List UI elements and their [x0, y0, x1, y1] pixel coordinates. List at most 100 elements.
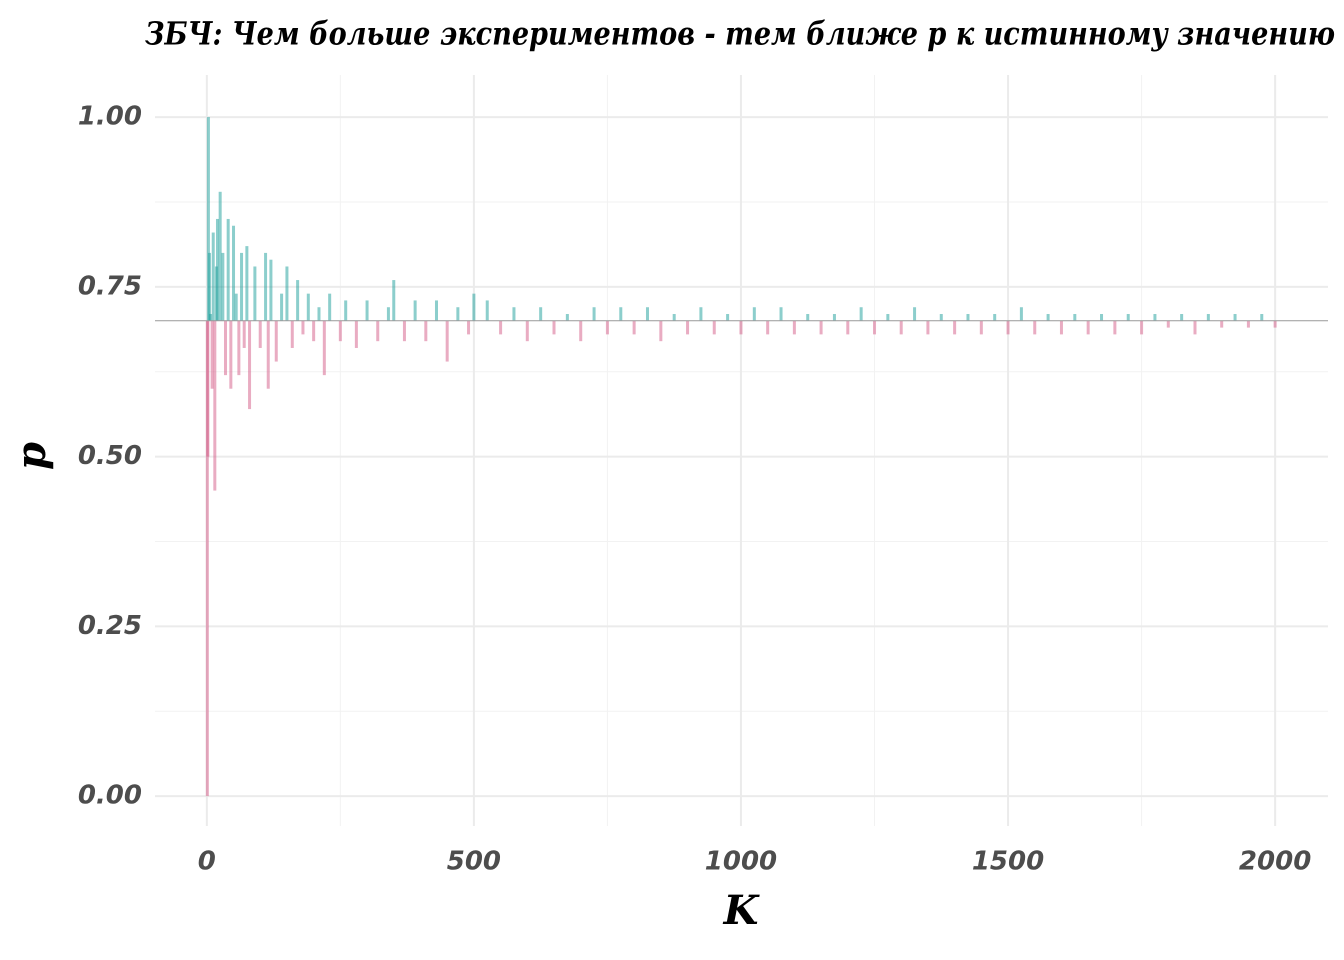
bar [376, 320, 380, 342]
bar [221, 252, 225, 321]
bar [1059, 320, 1063, 335]
bar [1073, 314, 1077, 321]
bar [301, 320, 305, 335]
bar [240, 252, 244, 321]
bar [1126, 314, 1130, 321]
x-tick-label: 1000 [705, 847, 777, 877]
bar [1046, 314, 1050, 321]
bar [953, 320, 957, 335]
bar [686, 320, 690, 335]
bar [766, 320, 770, 335]
bar [979, 320, 983, 335]
bar [659, 320, 663, 342]
bar [739, 320, 743, 335]
bar [966, 314, 970, 321]
bar [229, 320, 233, 389]
bar [211, 232, 215, 321]
bar [1273, 320, 1277, 328]
bar [386, 307, 390, 321]
x-tick-label: 0 [198, 847, 216, 877]
bar [579, 320, 583, 342]
bar [306, 293, 310, 321]
bar [592, 307, 596, 321]
bar [926, 320, 930, 335]
bar [213, 320, 217, 491]
bar [645, 307, 649, 321]
x-axis-label: K [723, 887, 761, 934]
x-tick-label: 500 [447, 847, 501, 877]
bar [206, 117, 210, 321]
bar [266, 320, 270, 389]
bar [215, 218, 219, 321]
bar [779, 307, 783, 321]
bar [218, 191, 222, 321]
bar [207, 252, 211, 321]
chart-title: ЗБЧ: Чем больше экспериментов - тем ближ… [145, 15, 1335, 53]
bar [1246, 320, 1250, 328]
bar [712, 320, 716, 335]
bar [632, 320, 636, 335]
bar [846, 320, 850, 335]
bar [365, 300, 369, 321]
bar [445, 320, 449, 362]
bar [290, 320, 294, 348]
bar [939, 314, 943, 321]
bar [1113, 320, 1117, 335]
bar [1220, 320, 1224, 328]
bar [499, 320, 503, 335]
bar [1086, 320, 1090, 335]
bar [672, 314, 676, 321]
bar [317, 307, 321, 321]
bar [269, 259, 273, 321]
bar [226, 218, 230, 321]
bar [232, 225, 236, 321]
bar [285, 266, 289, 321]
bar [832, 314, 836, 321]
bar [752, 307, 756, 321]
bar [806, 314, 810, 321]
bar [819, 320, 823, 335]
y-tick-label: 0.50 [78, 441, 142, 471]
bar [539, 307, 543, 321]
bar [1006, 320, 1010, 335]
bar [1180, 314, 1184, 321]
bar [354, 320, 358, 348]
bar [296, 280, 300, 321]
y-tick-label: 0.25 [78, 611, 142, 641]
bar [467, 320, 471, 335]
bar [344, 300, 348, 321]
x-tick-label: 1500 [972, 847, 1044, 877]
bar [552, 320, 556, 335]
bar [245, 246, 249, 321]
bar [338, 320, 342, 342]
bar [1140, 320, 1144, 335]
bar [485, 300, 489, 321]
bar [253, 266, 257, 321]
y-tick-label: 1.00 [78, 102, 142, 132]
bar [224, 320, 228, 376]
bar [1033, 320, 1037, 335]
bar [472, 293, 476, 321]
bar [210, 320, 214, 389]
bar [1100, 314, 1104, 321]
bar [424, 320, 428, 342]
bar [456, 307, 460, 321]
bar [899, 320, 903, 335]
bar [242, 320, 246, 348]
y-tick-label: 0.00 [78, 781, 142, 811]
bar [859, 307, 863, 321]
bar [512, 307, 516, 321]
bar [434, 300, 438, 321]
bar [312, 320, 316, 342]
bar [274, 320, 278, 362]
bar [886, 314, 890, 321]
bar [1233, 314, 1237, 321]
bar [322, 320, 326, 376]
y-axis-label: p [8, 442, 55, 470]
bar [248, 320, 252, 410]
bar [402, 320, 406, 342]
bar [234, 293, 238, 321]
bar [1153, 314, 1157, 321]
